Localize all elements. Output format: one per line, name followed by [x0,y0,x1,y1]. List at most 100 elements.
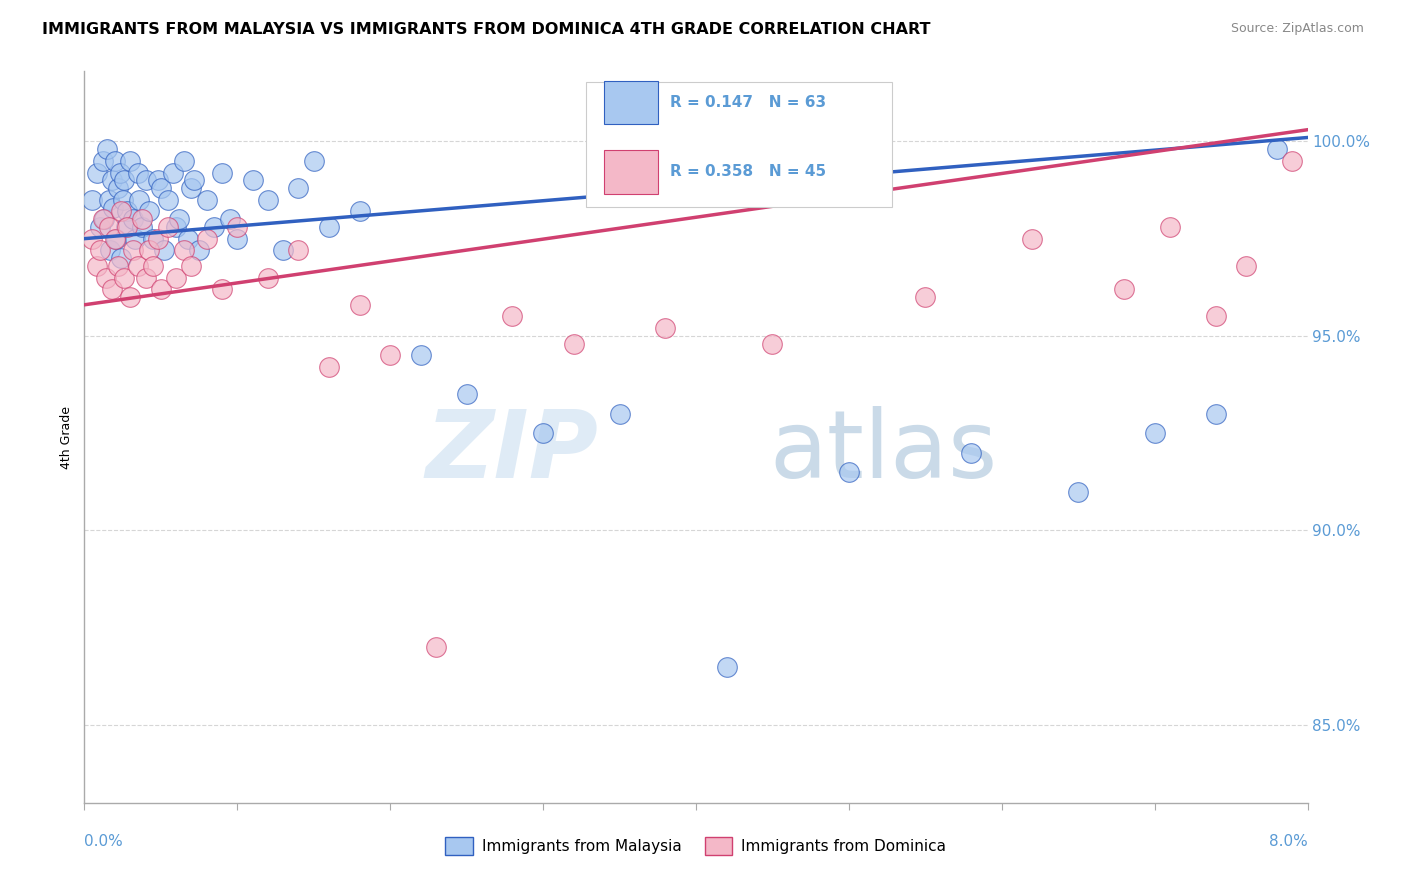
Point [167,212,190,227]
Point [115,219,138,234]
Point [195,232,218,246]
Text: R = 0.358   N = 45: R = 0.358 N = 45 [671,164,827,179]
Point [1143,426,1166,441]
Point [162,165,184,179]
Point [149,282,172,296]
Point [226,219,249,234]
Point [1281,153,1303,168]
Point [110,204,132,219]
Point [114,219,136,234]
Point [112,270,135,285]
Point [142,259,165,273]
Point [165,219,187,234]
Point [531,426,554,441]
Point [242,173,264,187]
Point [131,219,153,234]
Point [115,204,138,219]
Point [101,173,124,187]
Y-axis label: 4th Grade: 4th Grade [59,406,73,468]
Point [120,153,142,168]
Point [91,212,114,227]
Point [562,336,585,351]
Point [89,219,111,234]
Point [104,153,127,168]
Point [157,219,180,234]
Point [257,193,280,207]
Point [98,244,121,258]
Point [104,232,127,246]
FancyBboxPatch shape [586,82,891,207]
Point [180,259,202,273]
Point [165,270,187,285]
Point [173,153,195,168]
Point [153,244,176,258]
Point [1205,407,1227,421]
Point [609,407,631,421]
Point [157,193,180,207]
Point [124,232,146,246]
Point [107,259,129,273]
Point [127,165,149,179]
Point [318,359,340,374]
Point [86,259,108,273]
Point [302,153,325,168]
Point [97,219,120,234]
Point [226,232,249,246]
Point [211,282,233,296]
Point [349,204,371,219]
Point [89,244,111,258]
Point [173,244,195,258]
Point [1265,142,1288,156]
Point [1159,219,1181,234]
Point [425,640,447,655]
Point [111,193,134,207]
Point [127,259,149,273]
Point [86,165,108,179]
Point [97,193,120,207]
Text: 0.0%: 0.0% [84,834,124,849]
Point [146,232,169,246]
Point [287,181,309,195]
Text: R = 0.147   N = 63: R = 0.147 N = 63 [671,95,827,110]
Point [1114,282,1136,296]
Point [110,251,132,265]
Point [202,219,225,234]
Point [142,232,165,246]
Point [120,290,142,304]
Text: ZIP: ZIP [425,406,598,498]
Point [135,173,157,187]
Point [108,165,131,179]
Point [257,270,280,285]
Text: IMMIGRANTS FROM MALAYSIA VS IMMIGRANTS FROM DOMINICA 4TH GRADE CORRELATION CHART: IMMIGRANTS FROM MALAYSIA VS IMMIGRANTS F… [42,22,931,37]
Point [138,204,160,219]
Point [101,282,124,296]
Point [271,244,294,258]
Text: 8.0%: 8.0% [1268,834,1308,849]
Point [318,219,340,234]
Point [654,321,676,335]
FancyBboxPatch shape [605,151,658,194]
Point [80,193,103,207]
Point [146,173,169,187]
Point [195,193,218,207]
Point [80,232,103,246]
Text: Source: ZipAtlas.com: Source: ZipAtlas.com [1230,22,1364,36]
Point [761,336,783,351]
Point [188,244,211,258]
Point [914,290,936,304]
Point [349,298,371,312]
Point [456,387,478,401]
FancyBboxPatch shape [605,81,658,124]
Point [135,270,157,285]
Point [183,173,205,187]
Point [131,212,153,227]
Point [128,193,150,207]
Point [1236,259,1258,273]
Legend: Immigrants from Malaysia, Immigrants from Dominica: Immigrants from Malaysia, Immigrants fro… [439,831,953,861]
Point [96,142,118,156]
Point [177,232,200,246]
Point [409,348,432,362]
Point [380,348,402,362]
Point [180,181,202,195]
Point [93,212,115,227]
